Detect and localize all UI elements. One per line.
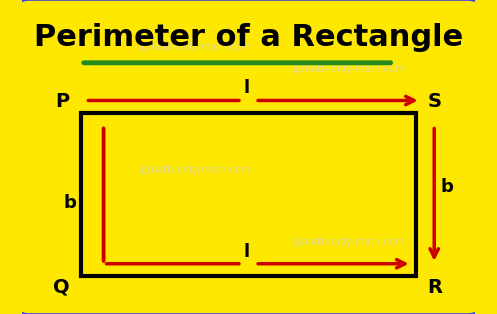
Text: S: S [427,92,441,111]
Text: P: P [56,92,70,111]
Bar [81,113,416,276]
Text: Q: Q [53,278,70,297]
Text: @math-only-math.com: @math-only-math.com [138,42,250,52]
Text: b: b [441,177,454,196]
Text: @math-only-math.com: @math-only-math.com [292,237,404,247]
Text: b: b [64,194,77,212]
Text: Perimeter of a Rectangle: Perimeter of a Rectangle [34,23,463,52]
Text: @math-only-math.com: @math-only-math.com [138,165,250,175]
FancyBboxPatch shape [15,0,482,314]
Text: l: l [244,79,250,97]
Text: R: R [427,278,442,297]
Text: @math-only-math.com: @math-only-math.com [292,64,404,74]
Text: l: l [244,243,250,261]
